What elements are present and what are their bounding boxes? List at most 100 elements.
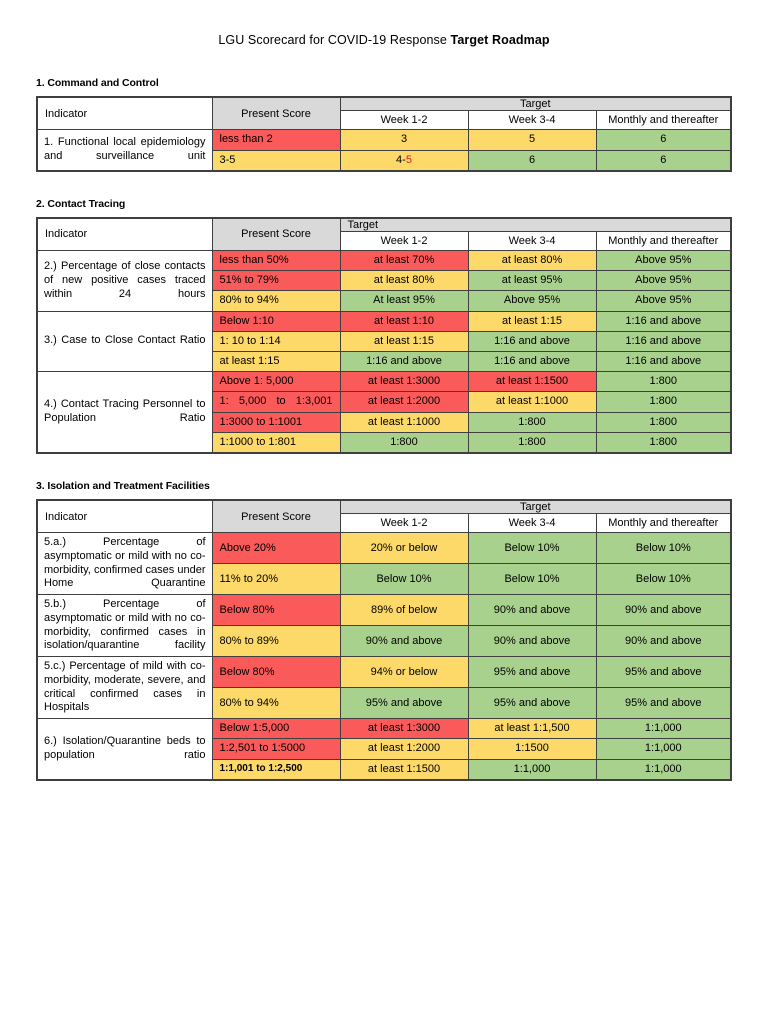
table-row: 4.) Contact Tracing Personnel to Populat… xyxy=(36,371,732,454)
present-score-cell: 1:1,001 to 1:2,500 xyxy=(211,758,341,781)
column-header-week-3-4: Week 3-4 xyxy=(467,230,597,252)
present-score-cell: 1: 10 to 1:14 xyxy=(211,330,341,352)
table-row: 1:1,001 to 1:2,500 at least 1:1500 1:1,000… xyxy=(37,758,732,781)
section-heading: 2. Contact Tracing xyxy=(36,197,126,210)
target-week-3-4-cell: at least 1:1500 xyxy=(467,371,597,393)
target-monthly-cell: 6 xyxy=(595,149,732,172)
target-week-3-4-cell: at least 1:1,500 xyxy=(467,718,597,740)
page-title-plain: LGU Scorecard for COVID-19 Response xyxy=(218,33,451,47)
column-header-target: Target xyxy=(339,499,732,514)
target-week-3-4-cell: at least 1:1000 xyxy=(467,391,597,413)
target-week-1-2-cell: 20% or below xyxy=(339,532,469,565)
table-row: 51% to 79% at least 80% at least 95% Above … xyxy=(37,270,732,292)
table-row: 3.) Case to Close Contact Ratio Below 1:1… xyxy=(36,310,732,373)
target-week-1-2-cell: 4-5 xyxy=(339,149,469,172)
present-score-cell: at least 1:15 xyxy=(211,350,341,373)
column-header-target: Target xyxy=(339,96,732,111)
table-header-row-top: Indicator Present Score Target xyxy=(36,499,732,534)
table-header-row-bottom: Week 1-2 Week 3-4 Monthly and thereafter xyxy=(37,230,732,252)
present-score-cell: 1:1000 to 1:801 xyxy=(211,431,341,454)
present-score-cell: 1:2,501 to 1:5000 xyxy=(211,738,341,760)
table-header-row-top: Indicator Present Score Target xyxy=(36,96,732,131)
column-header-present-score: Present Score xyxy=(211,499,341,534)
table-row: 5.b.) Percentage of asymptomatic or mild… xyxy=(36,594,732,658)
target-monthly-cell: 1:16 and above xyxy=(595,330,732,352)
target-monthly-cell: 1:16 and above xyxy=(595,310,732,332)
target-week-1-2-cell: 3 xyxy=(339,129,469,151)
table-row: at least 1:15 1:16 and above 1:16 and abov… xyxy=(37,350,732,373)
indicator-cell: 5.c.) Percentage of mild with co-morbidi… xyxy=(36,656,213,720)
target-monthly-cell: 95% and above xyxy=(595,687,732,720)
table-row: 5.a.) Percentage of asymptomatic or mild… xyxy=(36,532,732,596)
target-week-1-2-cell: at least 1:2000 xyxy=(339,738,469,760)
section-heading: 3. Isolation and Treatment Facilities xyxy=(36,479,210,492)
column-header-week-1-2: Week 1-2 xyxy=(339,512,469,534)
target-week-3-4-cell: 1:800 xyxy=(467,431,597,454)
target-week-3-4-cell: at least 1:15 xyxy=(467,310,597,332)
target-week-1-2-cell: 1:800 xyxy=(339,431,469,454)
present-score-cell: 1:3000 to 1:1001 xyxy=(211,411,341,433)
target-monthly-cell: 90% and above xyxy=(595,594,732,627)
table-row: 5.c.) Percentage of mild with co-morbidi… xyxy=(36,656,732,720)
target-monthly-cell: Below 10% xyxy=(595,532,732,565)
present-score-cell: Above 1: 5,000 xyxy=(211,371,341,393)
table-row: 80% to 94% 95% and above 95% and above 95% … xyxy=(37,687,732,720)
target-monthly-cell: 90% and above xyxy=(595,625,732,658)
column-header-indicator: Indicator xyxy=(36,217,213,251)
indicator-cell: 5.a.) Percentage of asymptomatic or mild… xyxy=(36,532,213,596)
target-week-1-2-cell: At least 95% xyxy=(339,290,469,312)
indicator-cell: 3.) Case to Close Contact Ratio xyxy=(36,310,213,373)
target-monthly-cell: Above 95% xyxy=(595,270,732,292)
table-row: 1:3000 to 1:1001 at least 1:1000 1:800 1:80… xyxy=(37,411,732,433)
page-title-bold: Target Roadmap xyxy=(450,33,550,47)
present-score-cell: Below 80% xyxy=(211,594,341,627)
target-week-3-4-cell: Above 95% xyxy=(467,290,597,312)
column-header-week-1-2: Week 1-2 xyxy=(339,230,469,252)
target-monthly-cell: Below 10% xyxy=(595,563,732,596)
target-week-3-4-cell: 95% and above xyxy=(467,656,597,689)
target-monthly-cell: 6 xyxy=(595,129,732,151)
column-header-monthly: Monthly and thereafter xyxy=(595,109,732,131)
table-row: 6.) Isolation/Quarantine beds to populat… xyxy=(36,718,732,781)
target-week-3-4-cell: 90% and above xyxy=(467,625,597,658)
target-monthly-cell: Above 95% xyxy=(595,290,732,312)
indicator-cell: 4.) Contact Tracing Personnel to Populat… xyxy=(36,371,213,454)
target-week-3-4-cell: 90% and above xyxy=(467,594,597,627)
present-score-cell: 1: 5,000 to 1:3,001 xyxy=(211,391,341,413)
target-monthly-cell: 1:800 xyxy=(595,411,732,433)
target-week-1-2-cell: at least 1:2000 xyxy=(339,391,469,413)
column-header-week-1-2: Week 1-2 xyxy=(339,109,469,131)
column-header-monthly: Monthly and thereafter xyxy=(595,230,732,252)
target-week-1-2-cell: at least 70% xyxy=(339,249,469,272)
target-week-1-2-cell: at least 1:3000 xyxy=(339,718,469,740)
present-score-cell: Above 20% xyxy=(211,532,341,565)
indicator-cell: 1. Functional local epidemiology and sur… xyxy=(36,129,213,172)
present-score-cell: 80% to 94% xyxy=(211,687,341,720)
target-week-3-4-cell: Below 10% xyxy=(467,563,597,596)
present-score-cell: 51% to 79% xyxy=(211,270,341,292)
present-score-cell: Below 1:5,000 xyxy=(211,718,341,740)
scorecard-table: Indicator Present Score Target Week 1-2 Week… xyxy=(36,498,733,781)
table-row: 1: 5,000 to 1:3,001 at least 1:2000 at lea… xyxy=(37,391,732,413)
target-week-1-2-cell: 89% of below xyxy=(339,594,469,627)
sections-container: 1. Command and Control Indicator Present S… xyxy=(36,77,733,781)
target-week-3-4-cell: 95% and above xyxy=(467,687,597,720)
scorecard-table: Indicator Present Score Target Week 1-2 Week… xyxy=(36,216,733,454)
target-week-3-4-cell: 5 xyxy=(467,129,597,151)
target-monthly-cell: 1:16 and above xyxy=(595,350,732,373)
column-header-week-3-4: Week 3-4 xyxy=(467,109,597,131)
present-score-cell: Below 1:10 xyxy=(211,310,341,332)
table-row: 80% to 94% At least 95% Above 95% Above 95% xyxy=(37,290,732,312)
target-week-1-2-cell: 1:16 and above xyxy=(339,350,469,373)
column-header-target: Target xyxy=(339,217,732,232)
present-score-cell: 80% to 94% xyxy=(211,290,341,312)
target-week-3-4-cell: 6 xyxy=(467,149,597,172)
indicator-cell: 2.) Percentage of close contacts of new … xyxy=(36,250,213,312)
target-week-3-4-cell: 1:16 and above xyxy=(467,330,597,352)
section-heading: 1. Command and Control xyxy=(36,77,159,89)
present-score-cell: Below 80% xyxy=(211,656,341,689)
target-week-3-4-cell: 1:16 and above xyxy=(467,350,597,373)
table-row: 11% to 20% Below 10% Below 10% Below 10% xyxy=(37,563,732,596)
table-row: 1:1000 to 1:801 1:800 1:800 1:800 xyxy=(37,431,732,454)
